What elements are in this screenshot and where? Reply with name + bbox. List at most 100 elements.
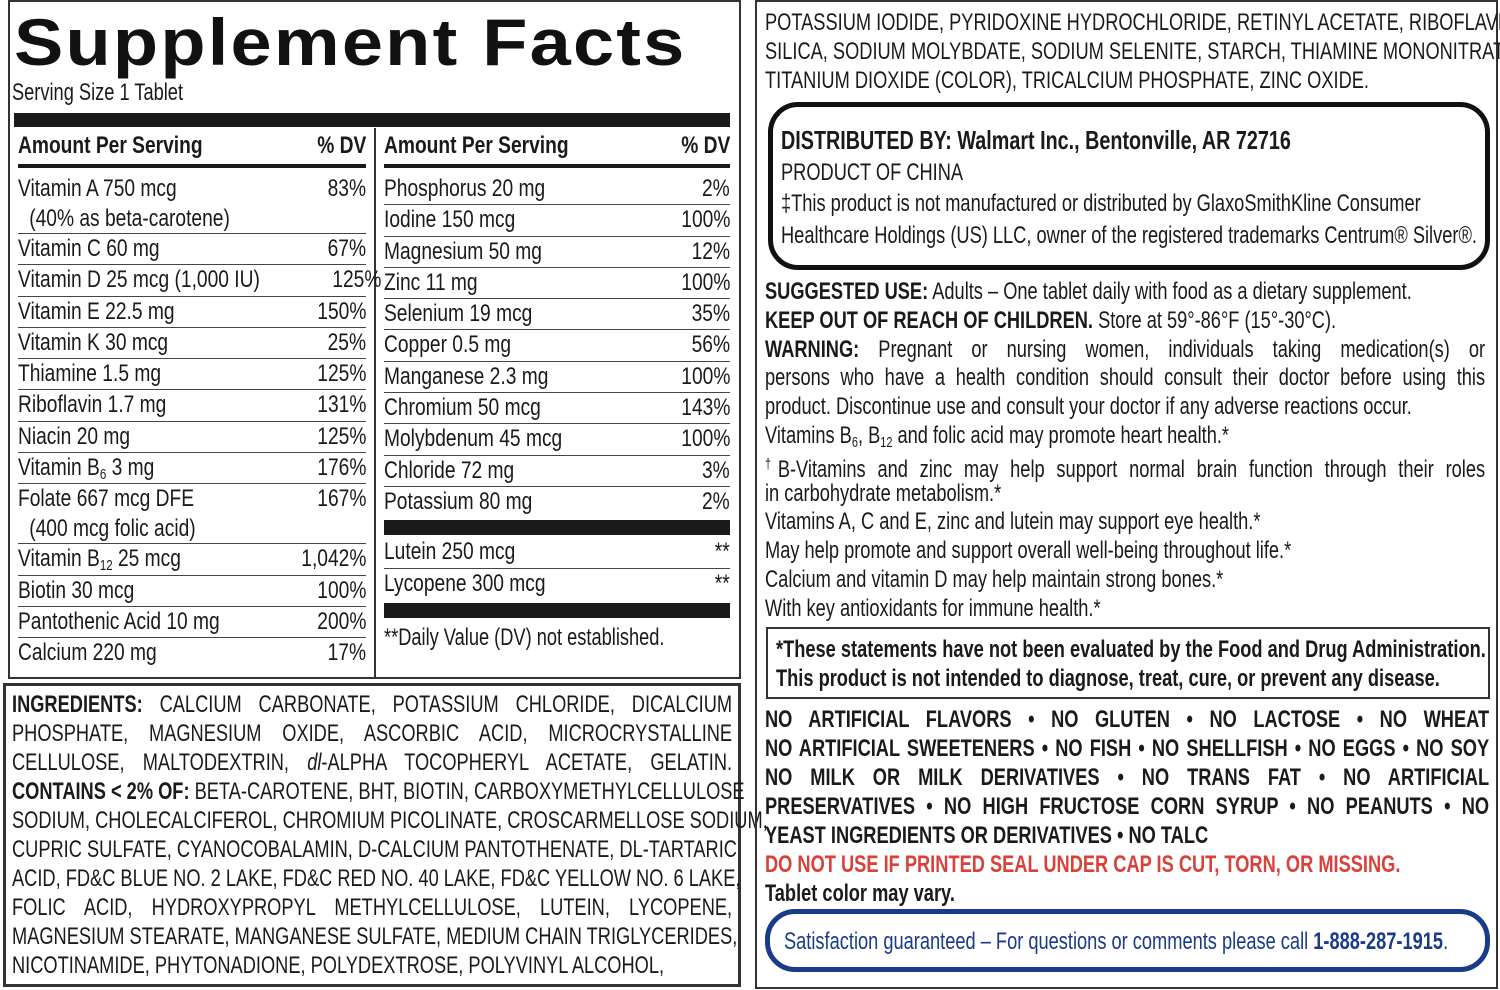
guarantee-box: Satisfaction guaranteed – For questions … xyxy=(765,909,1490,972)
nutrient-name: Biotin 30 mcg xyxy=(18,576,134,606)
daily-value: 2% xyxy=(702,175,730,202)
text-segment: Selenium 19 mcg xyxy=(384,300,533,328)
divider-bar xyxy=(14,113,730,127)
nutrient-row: Calcium 220 mg 17% xyxy=(18,638,366,669)
nutrient-row: Pantothenic Acid 10 mg 200% xyxy=(18,607,366,639)
text-segment: CUPRIC SULFATE, CYANOCOBALAMIN, D-CALCIU… xyxy=(12,836,737,863)
nutrient-name: Molybdenum 45 mcg xyxy=(384,424,562,454)
nutrient-row: Lutein 250 mcg ** xyxy=(384,537,730,569)
nutrient-name: Phosphorus 20 mg xyxy=(384,174,545,204)
nutrient-name: Niacin 20 mg xyxy=(18,422,130,452)
nutrient-row: Chromium 50 mcg 143% xyxy=(384,393,730,425)
text-segment: Biotin 30 mcg xyxy=(18,576,135,604)
text-segment: Vitamin C 60 mg xyxy=(18,235,160,262)
text-segment: BETA-CAROTENE, BHT, BIOTIN, CARBOXYMETHY… xyxy=(189,778,745,805)
daily-value: 2% xyxy=(702,487,730,515)
text-line: Healthcare Holdings (US) LLC, owner of t… xyxy=(781,220,1477,252)
text-segment: Chloride 72 mg xyxy=(384,456,515,484)
text-line: INGREDIENTS: CALCIUM CARBONATE, POTASSIU… xyxy=(12,690,732,719)
text-segment: Folate 667 mcg DFE xyxy=(18,485,195,513)
text-segment: Phosphorus 20 mg xyxy=(384,175,546,202)
nutrient-row: Chloride 72 mg 3% xyxy=(384,456,730,487)
daily-value: ** xyxy=(715,569,730,597)
ingredients-box: INGREDIENTS: CALCIUM CARBONATE, POTASSIU… xyxy=(3,683,768,987)
text-segment: PRODUCT OF CHINA xyxy=(781,158,964,186)
text-line: DISTRIBUTED BY: Walmart Inc., Bentonvill… xyxy=(781,125,1475,157)
text-segment: Riboflavin 1.7 mg xyxy=(18,391,167,419)
text-segment: Vitamins B xyxy=(765,421,852,449)
daily-value: 167% xyxy=(316,485,366,513)
daily-value: 100% xyxy=(316,576,366,604)
daily-value: 3% xyxy=(702,456,730,484)
text-line: Vitamins B6, B12 and folic acid may prom… xyxy=(765,422,1485,451)
text-line: NO MILK OR MILK DERIVATIVES • NO TRANS F… xyxy=(765,763,1489,792)
text-segment: Calcium and vitamin D may help maintain … xyxy=(765,565,1224,593)
text-segment: in carbohydrate metabolism.* xyxy=(765,479,1002,507)
daily-value: 125% xyxy=(316,360,366,388)
daily-value: 56% xyxy=(691,331,730,359)
nutrient-name: Vitamin E 22.5 mg xyxy=(18,297,175,327)
nutrient-name: Potassium 80 mg xyxy=(384,487,532,518)
daily-value: 100% xyxy=(680,268,730,296)
text-segment: product. Discontinue use and consult you… xyxy=(765,393,1412,421)
nutrient-name: Chloride 72 mg xyxy=(384,456,514,486)
text-line: YEAST INGREDIENTS OR DERIVATIVES • NO TA… xyxy=(765,821,1489,850)
text-segment: Calcium 220 mg xyxy=(18,639,157,667)
nutrient-name: Lycopene 300 mcg xyxy=(384,569,546,600)
text-line: Vitamins A, C and E, zinc and lutein may… xyxy=(765,508,1485,537)
text-line: FOLIC ACID, HYDROXYPROPYL METHYLCELLULOS… xyxy=(12,893,732,922)
text-line: Calcium and vitamin D may help maintain … xyxy=(765,566,1485,595)
text-segment: WARNING: xyxy=(765,335,860,363)
text-segment: KEEP OUT OF REACH OF CHILDREN. xyxy=(765,306,1093,334)
nutrient-name: Vitamin A 750 mcg (40% as beta-carotene) xyxy=(18,174,230,233)
usage-section: SUGGESTED USE: Adults – One tablet daily… xyxy=(765,278,1485,624)
text-segment: Copper 0.5 mg xyxy=(384,331,512,359)
text-line: TITANIUM DIOXIDE (COLOR), TRICALCIUM PHO… xyxy=(765,66,1488,95)
fda-statement-box: *These statements have not been evaluate… xyxy=(766,627,1490,699)
text-segment: Molybdenum 45 mcg xyxy=(384,425,563,453)
nutrient-row: Vitamin D 25 mcg (1,000 IU) 125% xyxy=(18,265,382,297)
nutrient-row: Vitamin C 60 mg 67% xyxy=(18,234,366,266)
text-segment: -ALPHA TOCOPHERYL ACETATE, GELATIN. xyxy=(321,749,733,776)
text-segment: FOLIC ACID, HYDROXYPROPYL METHYLCELLULOS… xyxy=(12,894,733,921)
text-line: †B-Vitamins and zinc may help support no… xyxy=(765,451,1485,483)
text-line: May help promote and support overall wel… xyxy=(765,537,1485,566)
text-segment: Vitamin E 22.5 mg xyxy=(18,297,175,325)
nutrient-note: (40% as beta-carotene) xyxy=(29,205,230,232)
nutrient-row: Vitamin K 30 mcg 25% xyxy=(18,328,366,360)
text-segment: SODIUM, CHOLECALCIFEROL, CHROMIUM PICOLI… xyxy=(12,807,768,834)
text-line: NICOTINAMIDE, PHYTONADIONE, POLYDEXTROSE… xyxy=(12,951,732,980)
footnote: **Daily Value (DV) not established. xyxy=(384,623,665,651)
text-segment: Vitamin B xyxy=(18,454,100,482)
text-segment: and folic acid may promote heart health.… xyxy=(892,421,1230,449)
text-segment: Vitamins A, C and E, zinc and lutein may… xyxy=(765,508,1261,536)
nutrient-name: Magnesium 50 mg xyxy=(384,237,542,267)
text-line: CELLULOSE, MALTODEXTRIN, dl-ALPHA TOCOPH… xyxy=(12,748,732,777)
text-segment: DISTRIBUTED BY: Walmart Inc., Bentonvill… xyxy=(781,125,1291,155)
text-line: PRODUCT OF CHINA xyxy=(781,157,1475,189)
nutrient-name: Iodine 150 mcg xyxy=(384,205,515,235)
text-segment: CONTAINS < 2% OF: xyxy=(12,778,190,805)
nutrient-row: Biotin 30 mcg 100% xyxy=(18,576,366,607)
text-line: CONTAINS < 2% OF: BETA-CAROTENE, BHT, BI… xyxy=(12,777,745,806)
text-line: SODIUM, CHOLECALCIFEROL, CHROMIUM PICOLI… xyxy=(12,806,768,835)
text-segment: DO NOT USE IF PRINTED SEAL UNDER CAP IS … xyxy=(765,851,1401,878)
nutrient-row: Lycopene 300 mcg ** xyxy=(384,569,730,600)
text-segment: Thiamine 1.5 mg xyxy=(18,360,161,388)
text-line: MAGNESIUM STEARATE, MANGANESE SULFATE, M… xyxy=(12,922,737,951)
text-segment: Vitamin B xyxy=(18,545,100,573)
nutrient-row: Iodine 150 mcg 100% xyxy=(384,205,730,237)
text-segment: CELLULOSE, MALTODEXTRIN, xyxy=(12,749,308,776)
text-segment: † xyxy=(765,456,778,473)
text-line: DO NOT USE IF PRINTED SEAL UNDER CAP IS … xyxy=(765,850,1489,879)
daily-value: 83% xyxy=(327,175,366,202)
info-panel: POTASSIUM IODIDE, PYRIDOXINE HYDROCHLORI… xyxy=(755,0,1500,989)
text-line: SILICA, SODIUM MOLYBDATE, SODIUM SELENIT… xyxy=(765,37,1500,66)
text-segment: With key antioxidants for immune health.… xyxy=(765,594,1101,622)
text-segment: 12 xyxy=(99,558,113,575)
daily-value: 12% xyxy=(691,237,730,265)
text-segment: TITANIUM DIOXIDE (COLOR), TRICALCIUM PHO… xyxy=(765,67,1369,94)
text-line: SUGGESTED USE: Adults – One tablet daily… xyxy=(765,278,1485,307)
daily-value: 125% xyxy=(316,422,366,450)
nutrient-row: Thiamine 1.5 mg 125% xyxy=(18,359,366,391)
